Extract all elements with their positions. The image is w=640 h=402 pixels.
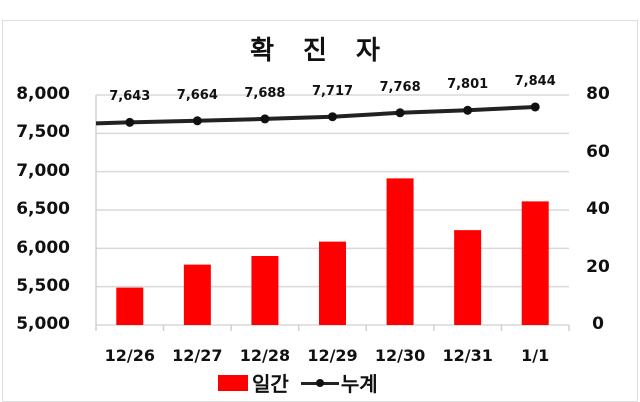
line-marker	[463, 105, 473, 115]
line-marker	[260, 114, 270, 124]
left-tick-2: 7,000	[16, 161, 70, 181]
x-tick-label: 12/26	[104, 346, 155, 365]
x-tick-label: 12/31	[442, 346, 493, 365]
line-marker	[328, 112, 337, 122]
chart-title: 확 진 자	[250, 36, 390, 66]
legend-line-label: 누계	[340, 372, 378, 396]
legend: 일간 누계	[218, 368, 378, 397]
bar-daily	[319, 241, 346, 325]
left-tick-0: 8,000	[16, 84, 70, 104]
bar-daily	[116, 287, 144, 325]
x-tick-label: 12/30	[374, 346, 426, 365]
left-tick-4: 6,000	[16, 238, 70, 258]
bar-daily	[521, 201, 549, 325]
legend-bar-swatch	[218, 374, 248, 391]
bar-daily	[454, 230, 482, 325]
bar-daily	[386, 178, 414, 325]
data-label-cumulative: 7,664	[176, 87, 218, 103]
left-tick-5: 5,500	[16, 276, 70, 296]
right-tick-0: 80	[586, 84, 610, 104]
line-marker	[125, 117, 135, 127]
legend-line-swatch	[300, 376, 339, 390]
data-label-cumulative: 7,643	[109, 89, 151, 105]
left-tick-3: 6,500	[16, 199, 70, 219]
x-tick-label: 12/28	[239, 346, 291, 365]
legend-bar-label: 일간	[252, 372, 289, 396]
data-label-cumulative: 7,801	[447, 77, 489, 93]
data-label-cumulative: 7,844	[514, 73, 556, 89]
right-tick-1: 60	[586, 142, 610, 162]
bar-daily	[183, 264, 211, 325]
right-tick-2: 40	[586, 199, 610, 219]
right-tick-4: 0	[592, 314, 604, 334]
x-tick-label: 12/29	[307, 346, 358, 365]
left-tick-1: 7,500	[16, 122, 70, 142]
line-marker	[395, 108, 405, 118]
data-label-cumulative: 7,717	[311, 83, 354, 99]
right-tick-3: 20	[586, 257, 610, 277]
line-cumulative	[95, 104, 536, 126]
x-tick-label: 1/1	[521, 346, 550, 365]
line-marker	[192, 116, 202, 126]
left-tick-6: 5,000	[16, 314, 70, 334]
line-marker	[530, 102, 540, 112]
data-label-cumulative: 7,768	[379, 79, 421, 95]
data-label-cumulative: 7,688	[244, 85, 286, 101]
bar-daily	[251, 256, 279, 325]
x-tick-label: 12/27	[172, 346, 223, 365]
